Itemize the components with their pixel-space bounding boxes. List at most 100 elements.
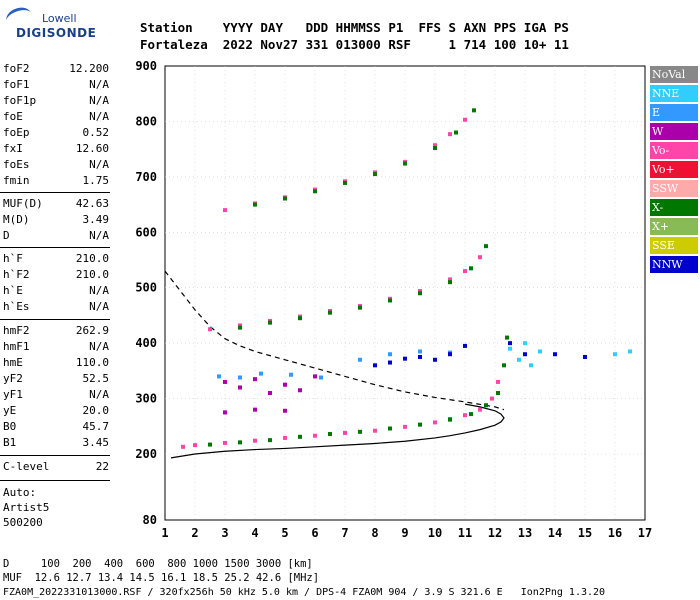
data-point [223, 410, 227, 415]
y-tick-label: 300 [135, 392, 157, 406]
param-key: h`E [3, 284, 23, 297]
y-tick-label: 600 [135, 225, 157, 239]
data-point [529, 363, 533, 368]
data-point [238, 385, 242, 390]
y-tick-label: 900 [135, 59, 157, 73]
data-point [433, 146, 437, 151]
param-row: hmE 110.0 [3, 356, 109, 372]
data-point [553, 352, 557, 357]
param-key: M(D) [3, 213, 30, 226]
data-point [208, 327, 212, 332]
muf-row: MUF 12.6 12.7 13.4 14.5 16.1 18.5 25.2 4… [3, 572, 320, 584]
data-point [502, 363, 506, 368]
data-point [328, 432, 332, 437]
param-key: MUF(D) [3, 197, 43, 210]
param-row: B1 3.45 [3, 436, 109, 452]
data-point [373, 172, 377, 177]
x-tick-label: 8 [371, 526, 378, 540]
data-point [268, 438, 272, 443]
data-point [193, 443, 197, 448]
legend-item: W [650, 123, 698, 140]
param-value: N/A [89, 340, 109, 353]
data-point [289, 372, 293, 377]
param-row: yF2 52.5 [3, 372, 109, 388]
param-row: yF1 N/A [3, 388, 109, 404]
param-key: foF1p [3, 94, 37, 107]
x-tick-label: 4 [251, 526, 258, 540]
param-key: hmF1 [3, 340, 30, 353]
data-point [388, 352, 392, 357]
data-point [313, 433, 317, 438]
data-point [508, 346, 512, 351]
lowell-digisonde-logo: Lowell DIGISONDE [3, 4, 114, 46]
param-value: 12.200 [69, 62, 109, 75]
param-key: h`F2 [3, 268, 30, 281]
param-key: yF1 [3, 388, 23, 401]
data-point [469, 412, 473, 417]
data-point [223, 379, 227, 384]
data-point [454, 130, 458, 135]
param-value: N/A [89, 388, 109, 401]
x-tick-label: 15 [578, 526, 592, 540]
data-point [319, 375, 323, 380]
data-point [403, 356, 407, 361]
param-value: 42.63 [75, 197, 109, 210]
param-key: foF1 [3, 78, 30, 91]
x-tick-label: 13 [518, 526, 532, 540]
param-key: hmF2 [3, 324, 30, 337]
data-point [343, 430, 347, 435]
data-point [538, 349, 542, 354]
data-point [253, 377, 257, 382]
param-row: foEp 0.52 [3, 126, 109, 142]
data-point [238, 323, 242, 328]
x-tick-label: 1 [161, 526, 168, 540]
data-point [433, 420, 437, 425]
data-point [463, 117, 467, 122]
param-divider [0, 319, 110, 320]
data-point [517, 357, 521, 362]
data-point [628, 349, 632, 354]
param-value: 3.49 [82, 213, 110, 226]
y-tick-label: 500 [135, 281, 157, 295]
param-row: h`E N/A [3, 284, 109, 300]
param-value: 0.52 [82, 126, 110, 139]
param-row: foF1p N/A [3, 94, 109, 110]
y-tick-label: 80 [143, 513, 157, 527]
param-row: C-level 22 [3, 460, 109, 476]
legend-item: NNE [650, 85, 698, 102]
param-row: fxI 12.60 [3, 142, 109, 158]
data-point [496, 379, 500, 384]
param-value: 210.0 [75, 252, 109, 265]
param-divider [0, 247, 110, 248]
header-values: Fortaleza 2022 Nov27 331 013000 RSF 1 71… [140, 37, 569, 52]
x-tick-label: 5 [281, 526, 288, 540]
data-point [388, 426, 392, 431]
param-divider [0, 455, 110, 456]
param-value: N/A [89, 300, 109, 313]
data-point [478, 255, 482, 260]
data-point [259, 371, 263, 376]
x-tick-label: 6 [311, 526, 318, 540]
param-value: 12.60 [75, 142, 109, 155]
param-value: 52.5 [82, 372, 110, 385]
param-value: 1.75 [82, 174, 110, 187]
legend-item: Vo- [650, 142, 698, 159]
data-point [463, 343, 467, 348]
data-point [373, 363, 377, 368]
param-row: foF1 N/A [3, 78, 109, 94]
data-point [253, 202, 257, 207]
data-point [358, 429, 362, 434]
param-value: N/A [89, 229, 109, 242]
x-tick-label: 12 [488, 526, 502, 540]
data-point [298, 388, 302, 393]
data-point [238, 325, 242, 330]
file-info-row: FZA0M_2022331013000.RSF / 320fx256h 50 k… [3, 587, 606, 598]
param-key: fxI [3, 142, 23, 155]
data-point [208, 442, 212, 447]
data-point [373, 428, 377, 433]
logo-line1: Lowell [42, 12, 77, 25]
x-tick-label: 7 [341, 526, 348, 540]
data-point [253, 407, 257, 412]
data-point [448, 277, 452, 282]
